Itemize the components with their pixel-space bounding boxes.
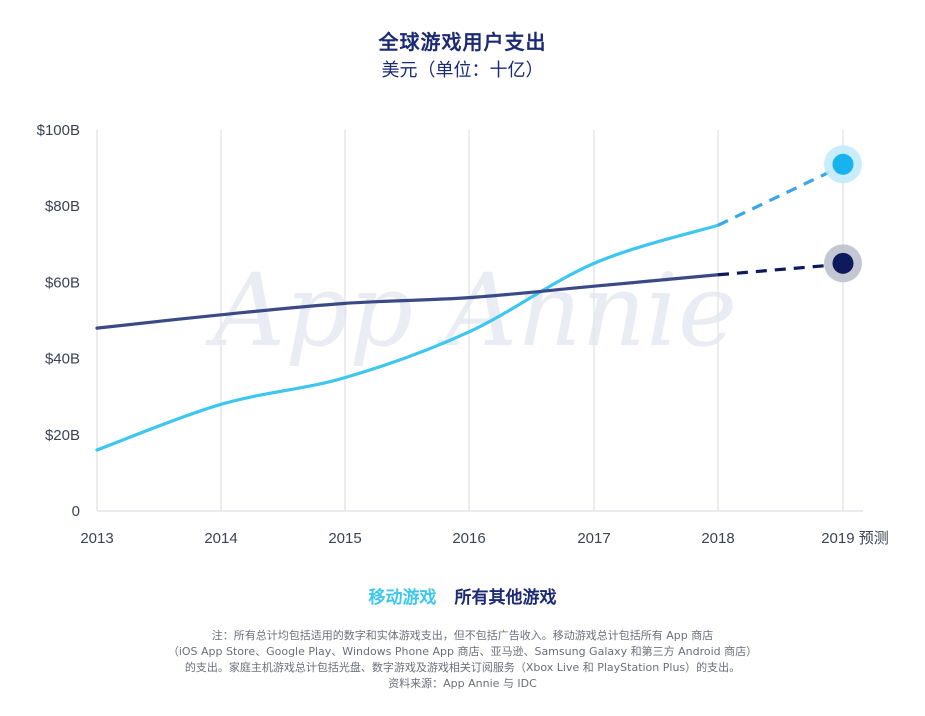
legend-other-games: 所有其他游戏 — [454, 588, 557, 608]
chart-legend: 移动游戏 所有其他游戏 — [0, 583, 925, 608]
chart-subtitle: 美元（单位：十亿） — [381, 60, 544, 81]
x-tick-label: 2018 — [701, 530, 734, 547]
x-tick-label: 2015 — [328, 530, 361, 547]
footnote-line: 注：所有总计均包括适用的数字和实体游戏支出，但不包括广告收入。移动游戏总计包括所… — [211, 629, 714, 642]
y-tick-label: $100B — [37, 122, 80, 139]
y-tick-label: $60B — [45, 274, 80, 291]
x-tick-label: 2019 预测 — [821, 530, 889, 547]
chart-header: 全球游戏用户支出 美元（单位：十亿） — [0, 28, 925, 84]
series-line-other — [95, 273, 720, 330]
x-tick-label: 2017 — [577, 530, 610, 547]
y-tick-label: $20B — [45, 427, 80, 444]
forecast-marker-point-mobile — [832, 153, 854, 175]
series-line-mobile — [95, 223, 720, 452]
x-tick-label: 2013 — [80, 530, 113, 547]
footnote-line: （iOS App Store、Google Play、Windows Phone… — [167, 645, 758, 658]
footnote-source: 资料来源：App Annie 与 IDC — [388, 677, 537, 690]
legend-mobile-games: 移动游戏 — [368, 588, 437, 608]
y-tick-label: $40B — [45, 351, 80, 368]
y-tick-label: 0 — [72, 503, 80, 520]
watermark-text: App Annie — [205, 252, 737, 369]
x-tick-label: 2016 — [452, 530, 485, 547]
footnote: 注：所有总计均包括适用的数字和实体游戏支出，但不包括广告收入。移动游戏总计包括所… — [90, 628, 835, 692]
y-tick-label: $80B — [45, 198, 80, 215]
forecast-marker-point-other — [832, 252, 854, 274]
series-forecast-line-mobile — [717, 170, 830, 227]
x-tick-label: 2014 — [204, 530, 237, 547]
footnote-line: 的支出。家庭主机游戏总计包括光盘、数字游戏及游戏相关订阅服务（Xbox Live… — [184, 661, 741, 674]
chart-title: 全球游戏用户支出 — [378, 30, 547, 54]
